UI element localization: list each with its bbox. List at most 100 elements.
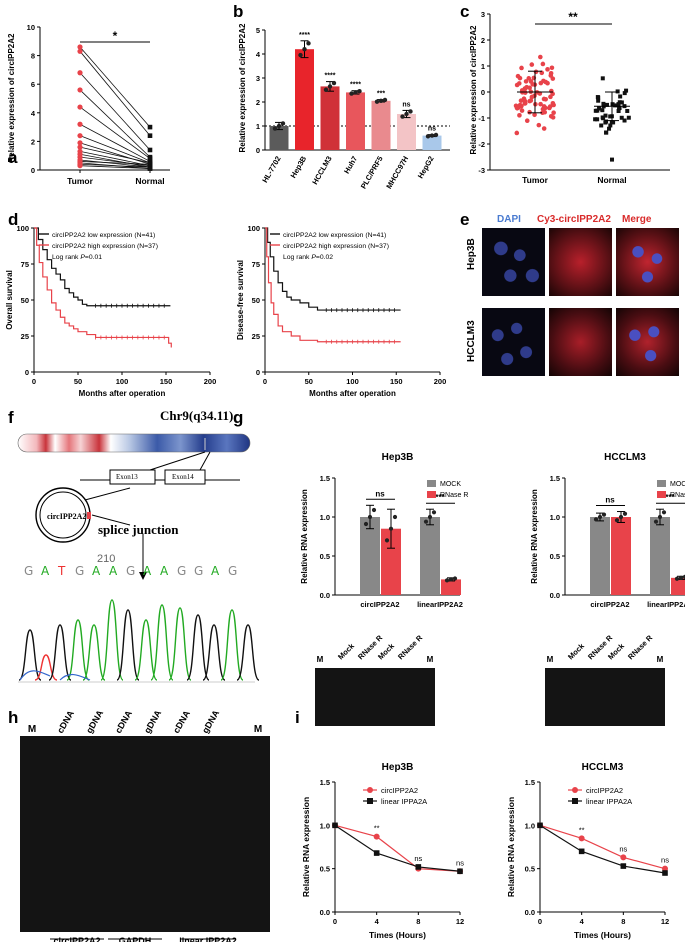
- b-x-tick-label: Huh7: [342, 155, 359, 176]
- g2-point: [678, 575, 684, 580]
- f-exon13: Exon13: [116, 473, 138, 481]
- c-point-normal: [593, 108, 598, 113]
- d2-x-tick-label: 50: [305, 377, 313, 386]
- c-point-normal: [600, 76, 605, 81]
- b-sig-label: ****: [350, 82, 361, 89]
- b-point: [272, 126, 278, 131]
- a-pair-line: [79, 106, 151, 159]
- d2-y-tick-label: 75: [252, 260, 260, 269]
- i1-sig-label: ns: [414, 854, 422, 863]
- g1-y-tick-label: 0.5: [320, 552, 330, 561]
- g1-point: [371, 507, 377, 513]
- a-point-tumor: [77, 144, 83, 150]
- a-pair-line: [79, 135, 151, 164]
- c-point-tumor: [519, 108, 525, 113]
- d2-y-tick-label: 0: [256, 368, 260, 377]
- d2-y-tick-label: 50: [252, 296, 260, 305]
- c-point-normal: [617, 105, 622, 110]
- c-point-tumor: [521, 96, 527, 102]
- c-point-tumor: [545, 67, 550, 72]
- g1-bar-RNase-R: [381, 528, 401, 595]
- i2-legend-label: linear IPPA2A: [586, 797, 632, 806]
- c-point-tumor: [527, 109, 532, 115]
- g2-x-tick-label: linearIPP2A2: [647, 600, 685, 609]
- f-arrow-exon: [84, 487, 131, 501]
- c-point-tumor: [522, 101, 528, 106]
- i2-y-tick-label: 1.0: [525, 821, 535, 830]
- d2-x-axis-label: Months after operation: [309, 389, 396, 398]
- d1-series-low: [34, 227, 171, 307]
- d2-legend-label: circIPP2A2 high expression (N=37): [283, 243, 389, 250]
- c-point-normal: [599, 123, 604, 128]
- a-pair-line: [79, 156, 151, 167]
- c-point-normal: [609, 120, 614, 125]
- f-exon14-box: [164, 469, 206, 485]
- b-x-tick-label: HepG2: [416, 155, 436, 180]
- i1-title: Hep3B: [382, 762, 414, 773]
- a-point-normal: [147, 156, 153, 161]
- g2-bar-MOCK: [650, 517, 670, 595]
- panel-label-d: d: [8, 210, 19, 229]
- g2-point: [601, 512, 607, 517]
- g1-bar-RNase-R: [441, 579, 461, 595]
- c-point-tumor: [527, 85, 532, 91]
- d1-stat-p: P: [80, 254, 85, 261]
- b-y-tick-label: 2: [256, 98, 260, 107]
- g1-x-tick-label: linearIPP2A2: [417, 600, 463, 609]
- e-row-hep3b: Hep3B: [466, 238, 477, 270]
- c-y-tick-label: 1: [481, 62, 485, 71]
- b-point: [276, 123, 282, 129]
- g-gel-hcclm3-lane-label: RNase R: [626, 633, 655, 662]
- a-point-tumor: [77, 140, 83, 146]
- c-point-normal: [622, 118, 627, 123]
- b-point: [353, 90, 358, 95]
- c-point-tumor: [532, 112, 537, 118]
- g-gel-hcclm3-marker-label: M: [547, 655, 554, 664]
- b-point: [357, 89, 362, 94]
- f-circle-inner: [39, 491, 87, 539]
- d2-x-tick-label: 150: [390, 377, 403, 386]
- i2-series-line: [539, 824, 666, 870]
- a-x-tick-label: Normal: [135, 176, 164, 186]
- b-point: [306, 41, 311, 46]
- i2-x-tick-label: 12: [661, 917, 669, 926]
- i1-y-tick-label: 1.0: [320, 821, 330, 830]
- f-chromatogram-peak: [48, 624, 72, 681]
- c-point-normal: [608, 114, 613, 119]
- g-gel-hep3b-lane-label: RNase R: [396, 633, 425, 662]
- f-sequence-base: A: [160, 564, 169, 578]
- g-gel-hep3b-lane-label: Mock: [336, 641, 357, 662]
- b-bar: [422, 135, 442, 150]
- d2-y-tick-label: 25: [252, 332, 260, 341]
- c-point-tumor: [550, 115, 556, 120]
- f-sequence-base: G: [24, 564, 34, 578]
- g1-point: [427, 514, 433, 520]
- a-point-tumor: [77, 104, 83, 110]
- i1-legend-label: linear IPPA2A: [381, 797, 427, 806]
- a-point-tumor: [77, 133, 83, 139]
- f-sequence-base: G: [177, 564, 187, 578]
- c-y-tick-label: 0: [481, 88, 485, 97]
- f-chromatogram-peak: [150, 604, 174, 681]
- f-arrow-junction: [91, 514, 131, 526]
- a-point-tumor: [77, 163, 83, 169]
- g1-legend-label: MOCK: [440, 481, 461, 488]
- f-sequence-base: A: [92, 564, 101, 578]
- g2-bar-RNase-R: [611, 517, 631, 595]
- c-point-normal: [593, 117, 598, 122]
- g2-y-tick-label: 1.5: [550, 474, 560, 483]
- f-chromatogram-peak: [236, 624, 260, 681]
- c-point-normal: [624, 88, 629, 93]
- f-sequence-base: G: [75, 564, 85, 578]
- i2-point-linear: [537, 822, 543, 829]
- c-point-normal: [608, 123, 613, 128]
- c-point-tumor: [516, 81, 522, 86]
- a-point-normal: [147, 161, 153, 167]
- e-image-hep3b-cy3: [549, 228, 612, 296]
- a-pair-line: [79, 89, 151, 158]
- g1-sig-label: ns: [375, 489, 385, 498]
- d1-x-axis-label: Months after operation: [79, 389, 166, 398]
- a-pair-line: [79, 153, 151, 168]
- c-point-normal: [601, 116, 606, 121]
